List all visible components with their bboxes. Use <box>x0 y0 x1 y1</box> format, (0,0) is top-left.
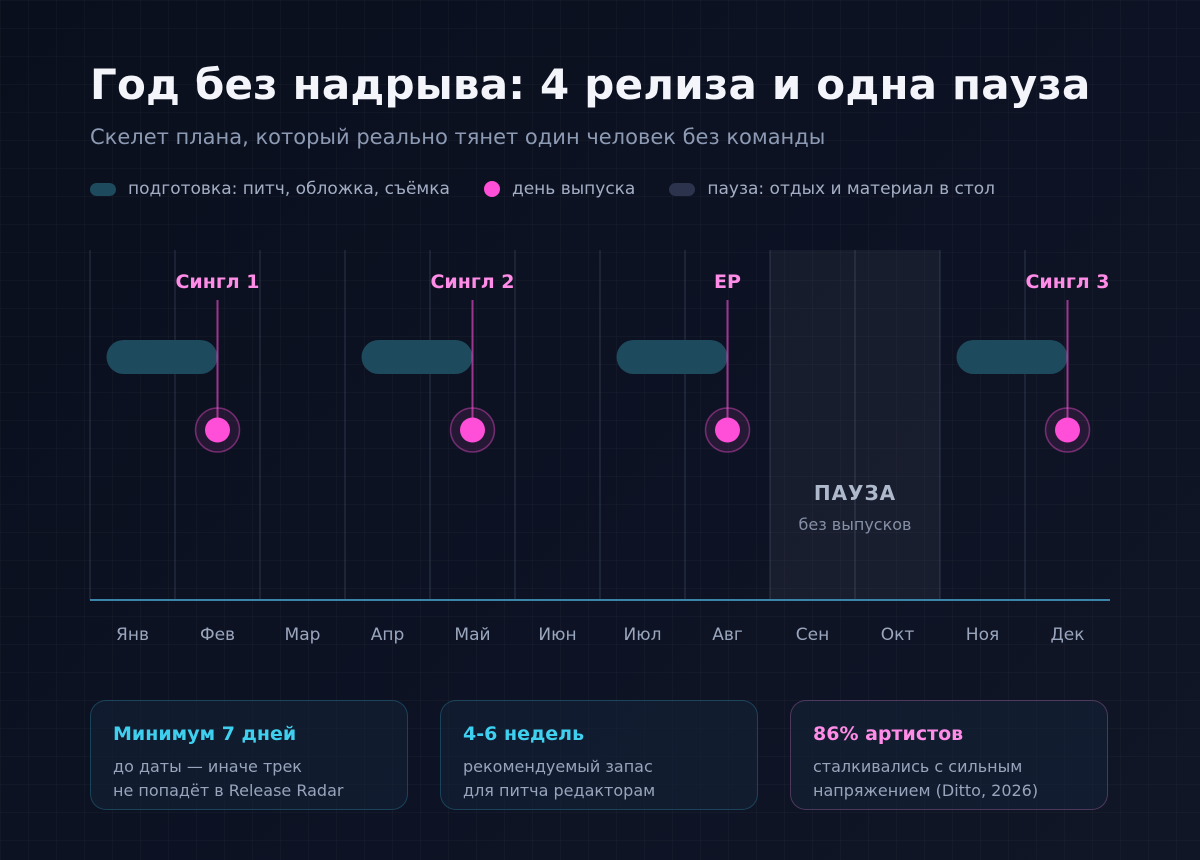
prep-bar <box>361 340 473 374</box>
page-title: Год без надрыва: 4 релиза и одна пауза <box>90 60 1091 109</box>
legend-label-release: день выпуска <box>511 179 636 199</box>
card-text: сталкивались с сильным напряжением (Ditt… <box>813 755 1085 803</box>
card-pitch-weeks: 4-6 недель рекомендуемый запас для питча… <box>440 700 758 810</box>
release-label: EP <box>714 271 741 293</box>
pause-title: ПАУЗА <box>814 481 896 505</box>
release-label: Сингл 3 <box>1025 271 1109 293</box>
release-dot <box>1055 417 1080 443</box>
legend-item-prep: подготовка: питч, обложка, съёмка <box>90 179 450 199</box>
card-line: сталкивались с сильным <box>813 757 1023 776</box>
month-label: Сен <box>796 625 829 645</box>
month-label: Июл <box>624 625 662 645</box>
month-label: Дек <box>1050 625 1084 645</box>
card-title: 4-6 недель <box>463 723 585 745</box>
month-label: Окт <box>881 625 915 645</box>
page-subtitle: Скелет плана, который реально тянет один… <box>90 125 826 149</box>
card-line: для питча редакторам <box>463 781 656 800</box>
release-dot <box>460 417 485 443</box>
prep-bar <box>106 340 218 374</box>
card-title: 86% артистов <box>813 723 964 745</box>
card-line: напряжением (Ditto, 2026) <box>813 781 1039 800</box>
release-dot <box>715 417 740 443</box>
card-text: до даты — иначе трек не попадёт в Releas… <box>113 755 385 803</box>
month-label: Авг <box>712 625 743 645</box>
legend-item-pause: пауза: отдых и материал в стол <box>669 179 995 199</box>
month-label: Май <box>454 625 490 645</box>
prep-bar <box>956 340 1068 374</box>
card-line: рекомендуемый запас <box>463 757 653 776</box>
month-label: Янв <box>116 625 149 645</box>
release-timeline: Янв Фев Мар Апр Май Июн Июл Авг Сен Окт Ноя Дек ПАУЗ… <box>89 250 1110 645</box>
release-label: Сингл 2 <box>430 271 514 293</box>
legend-item-release: день выпуска <box>483 179 636 199</box>
legend-label-prep: подготовка: питч, обложка, съёмка <box>128 179 450 199</box>
month-label: Апр <box>371 625 405 645</box>
release-label: Сингл 1 <box>175 271 259 293</box>
card-line: не попадёт в Release Radar <box>113 781 344 800</box>
legend: подготовка: питч, обложка, съёмка день в… <box>90 177 1029 201</box>
month-label: Фев <box>200 625 235 645</box>
month-label: Июн <box>538 625 576 645</box>
pause-subtitle: без выпусков <box>799 515 912 534</box>
month-label: Мар <box>285 625 321 645</box>
month-label: Ноя <box>966 625 999 645</box>
card-line: до даты — иначе трек <box>113 757 302 776</box>
card-artists-stress: 86% артистов сталкивались с сильным напр… <box>790 700 1108 810</box>
prep-bar <box>616 340 728 374</box>
pause-band <box>770 250 940 600</box>
pause-swatch <box>669 182 696 196</box>
release-dot <box>205 417 230 443</box>
legend-label-pause: пауза: отдых и материал в стол <box>707 179 996 199</box>
card-min-days: Минимум 7 дней до даты — иначе трек не п… <box>90 700 408 810</box>
card-text: рекомендуемый запас для питча редакторам <box>463 755 735 803</box>
release-dot-swatch <box>483 181 500 197</box>
prep-swatch <box>90 182 116 196</box>
card-title: Минимум 7 дней <box>113 723 297 745</box>
